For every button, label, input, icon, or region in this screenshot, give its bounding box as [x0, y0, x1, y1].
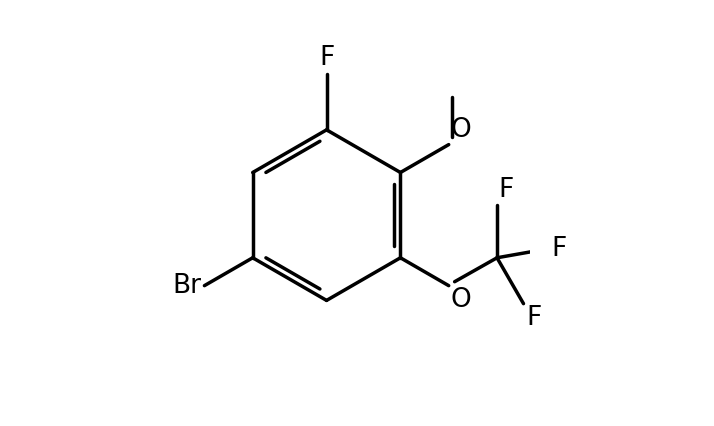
- Text: F: F: [319, 46, 334, 72]
- Text: Br: Br: [173, 273, 202, 299]
- Text: F: F: [526, 305, 541, 331]
- Text: F: F: [498, 177, 514, 203]
- Text: F: F: [552, 236, 567, 262]
- Text: O: O: [451, 287, 471, 313]
- Text: O: O: [451, 117, 471, 143]
